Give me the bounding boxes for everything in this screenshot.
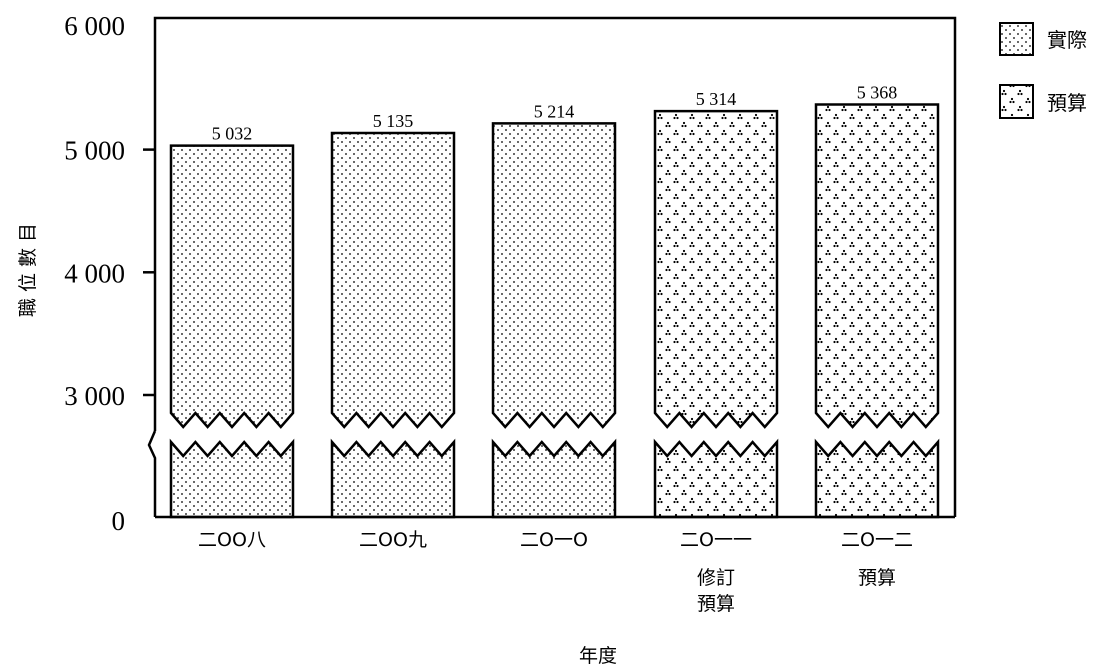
legend-swatch-budget — [999, 84, 1034, 119]
bar-value-label: 5 314 — [696, 89, 737, 109]
bars-group: 5 032 5 135 5 214 5 314 5 368 — [169, 82, 940, 519]
y-axis-label: 職 位 數 目 — [17, 223, 39, 317]
bar-value-label: 5 368 — [857, 82, 898, 102]
y-tick-label: 3 000 — [64, 381, 125, 411]
x-category-label: 二O一一 — [680, 529, 752, 551]
legend-swatch-actual — [999, 22, 1034, 56]
x-axis-label: 年度 — [579, 645, 617, 667]
bar-lower-segment — [169, 438, 295, 519]
bar: 5 135 — [330, 111, 456, 519]
x-category-label: 二OO八 — [198, 529, 266, 551]
bar-lower-segment — [491, 438, 617, 519]
bar-upper-segment — [169, 144, 295, 429]
x-category-label: 二O一二 — [841, 529, 913, 551]
x-category-label: 二OO九 — [359, 529, 427, 551]
legend-label-actual: 實際 — [1047, 28, 1087, 52]
bar-lower-segment — [330, 438, 456, 519]
y-tick-label: 6 000 — [64, 11, 125, 41]
y-ticks-group: 0 3 000 4 000 5 000 6 000 — [64, 11, 155, 536]
y-tick-label: 4 000 — [64, 258, 125, 288]
x-category-sublabel: 預算 — [697, 593, 735, 615]
bar: 5 314 — [653, 89, 779, 519]
bar-upper-segment — [653, 109, 779, 429]
bar-lower-segment — [653, 438, 779, 519]
bar-upper-segment — [330, 131, 456, 429]
x-category-sublabel: 預算 — [858, 567, 896, 589]
bar-value-label: 5 214 — [534, 101, 575, 121]
x-category-sublabel: 修訂 — [697, 567, 735, 589]
bar-value-label: 5 135 — [373, 111, 414, 131]
bar: 5 032 — [169, 124, 295, 519]
legend-label-budget: 預算 — [1047, 91, 1087, 115]
axes-group — [147, 16, 957, 519]
legend: 實際 預算 — [999, 22, 1087, 119]
bar-lower-segment — [814, 438, 940, 519]
bar-value-label: 5 032 — [212, 124, 253, 144]
plot-frame — [153, 16, 957, 517]
y-axis-break — [147, 430, 157, 517]
bar: 5 368 — [814, 82, 940, 519]
x-category-label: 二O一O — [520, 529, 588, 551]
y-tick-label: 5 000 — [64, 136, 125, 166]
bar: 5 214 — [491, 101, 617, 519]
bar-upper-segment — [491, 122, 617, 429]
bar-upper-segment — [814, 103, 940, 429]
y-tick-label: 0 — [112, 506, 126, 536]
